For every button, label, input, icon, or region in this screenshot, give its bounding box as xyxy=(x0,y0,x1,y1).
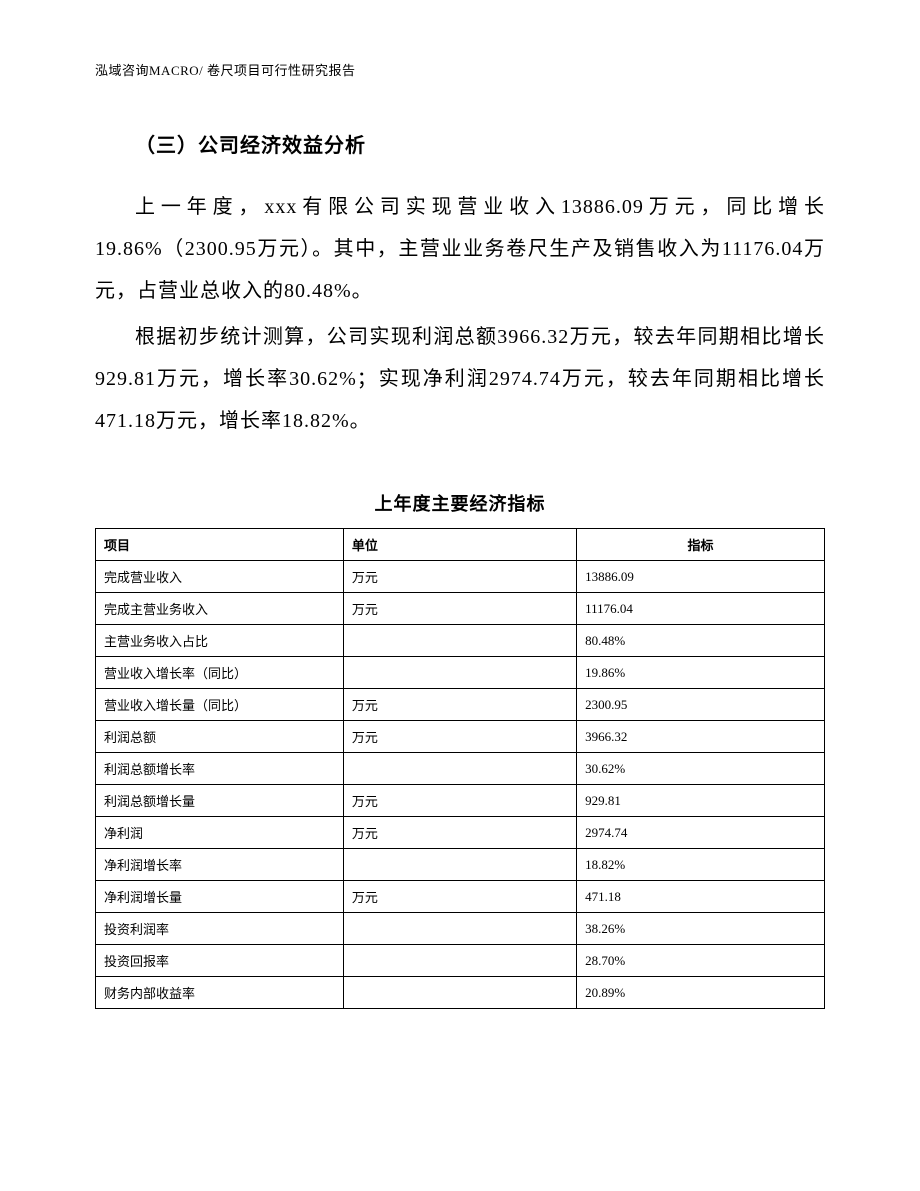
page-header: 泓域咨询MACRO/ 卷尺项目可行性研究报告 xyxy=(95,60,825,79)
table-cell-unit xyxy=(343,913,576,945)
table-cell-value: 80.48% xyxy=(577,625,825,657)
table-row: 财务内部收益率 20.89% xyxy=(96,977,825,1009)
table-cell-item: 投资回报率 xyxy=(96,945,344,977)
table-cell-unit: 万元 xyxy=(343,721,576,753)
table-cell-item: 净利润增长率 xyxy=(96,849,344,881)
table-header-unit: 单位 xyxy=(343,529,576,561)
table-cell-item: 利润总额 xyxy=(96,721,344,753)
table-cell-unit: 万元 xyxy=(343,561,576,593)
table-cell-value: 3966.32 xyxy=(577,721,825,753)
table-cell-value: 18.82% xyxy=(577,849,825,881)
table-row: 净利润增长量 万元 471.18 xyxy=(96,881,825,913)
table-cell-value: 11176.04 xyxy=(577,593,825,625)
table-cell-unit: 万元 xyxy=(343,689,576,721)
table-cell-unit xyxy=(343,625,576,657)
table-row: 利润总额增长率 30.62% xyxy=(96,753,825,785)
table-cell-value: 28.70% xyxy=(577,945,825,977)
table-cell-value: 471.18 xyxy=(577,881,825,913)
table-cell-item: 财务内部收益率 xyxy=(96,977,344,1009)
table-row: 完成营业收入 万元 13886.09 xyxy=(96,561,825,593)
table-header-row: 项目 单位 指标 xyxy=(96,529,825,561)
table-row: 投资利润率 38.26% xyxy=(96,913,825,945)
table-cell-unit: 万元 xyxy=(343,785,576,817)
table-cell-unit: 万元 xyxy=(343,593,576,625)
table-cell-unit xyxy=(343,945,576,977)
table-cell-unit xyxy=(343,849,576,881)
table-cell-value: 2300.95 xyxy=(577,689,825,721)
table-row: 投资回报率 28.70% xyxy=(96,945,825,977)
table-cell-item: 主营业务收入占比 xyxy=(96,625,344,657)
table-cell-unit xyxy=(343,977,576,1009)
table-row: 营业收入增长率（同比） 19.86% xyxy=(96,657,825,689)
body-paragraph-2: 根据初步统计测算，公司实现利润总额3966.32万元，较去年同期相比增长929.… xyxy=(95,316,825,442)
table-cell-item: 完成营业收入 xyxy=(96,561,344,593)
table-cell-unit xyxy=(343,753,576,785)
table-cell-item: 完成主营业务收入 xyxy=(96,593,344,625)
table-cell-value: 20.89% xyxy=(577,977,825,1009)
table-cell-item: 利润总额增长量 xyxy=(96,785,344,817)
table-row: 营业收入增长量（同比） 万元 2300.95 xyxy=(96,689,825,721)
table-cell-item: 投资利润率 xyxy=(96,913,344,945)
table-cell-value: 38.26% xyxy=(577,913,825,945)
table-cell-value: 19.86% xyxy=(577,657,825,689)
table-cell-unit: 万元 xyxy=(343,817,576,849)
document-page: 泓域咨询MACRO/ 卷尺项目可行性研究报告 （三）公司经济效益分析 上一年度，… xyxy=(0,0,920,1059)
table-cell-item: 净利润 xyxy=(96,817,344,849)
table-header-value: 指标 xyxy=(577,529,825,561)
header-text: 泓域咨询MACRO/ 卷尺项目可行性研究报告 xyxy=(95,63,356,78)
table-header-item: 项目 xyxy=(96,529,344,561)
table-cell-item: 营业收入增长率（同比） xyxy=(96,657,344,689)
table-row: 完成主营业务收入 万元 11176.04 xyxy=(96,593,825,625)
section-title: （三）公司经济效益分析 xyxy=(95,129,825,158)
table-cell-item: 利润总额增长率 xyxy=(96,753,344,785)
table-cell-item: 营业收入增长量（同比） xyxy=(96,689,344,721)
table-cell-value: 30.62% xyxy=(577,753,825,785)
table-cell-unit: 万元 xyxy=(343,881,576,913)
body-paragraph-1: 上一年度，xxx有限公司实现营业收入13886.09万元，同比增长19.86%（… xyxy=(95,186,825,312)
table-cell-item: 净利润增长量 xyxy=(96,881,344,913)
table-cell-value: 13886.09 xyxy=(577,561,825,593)
table-row: 净利润 万元 2974.74 xyxy=(96,817,825,849)
table-row: 净利润增长率 18.82% xyxy=(96,849,825,881)
table-cell-value: 2974.74 xyxy=(577,817,825,849)
table-cell-unit xyxy=(343,657,576,689)
table-row: 利润总额增长量 万元 929.81 xyxy=(96,785,825,817)
table-row: 主营业务收入占比 80.48% xyxy=(96,625,825,657)
table-cell-value: 929.81 xyxy=(577,785,825,817)
economic-indicators-table: 项目 单位 指标 完成营业收入 万元 13886.09 完成主营业务收入 万元 … xyxy=(95,528,825,1009)
table-row: 利润总额 万元 3966.32 xyxy=(96,721,825,753)
table-title: 上年度主要经济指标 xyxy=(95,490,825,516)
table-body: 完成营业收入 万元 13886.09 完成主营业务收入 万元 11176.04 … xyxy=(96,561,825,1009)
